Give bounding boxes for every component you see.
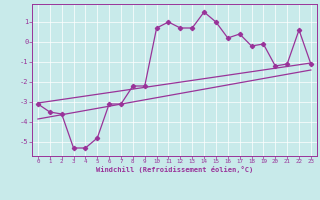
X-axis label: Windchill (Refroidissement éolien,°C): Windchill (Refroidissement éolien,°C): [96, 166, 253, 173]
